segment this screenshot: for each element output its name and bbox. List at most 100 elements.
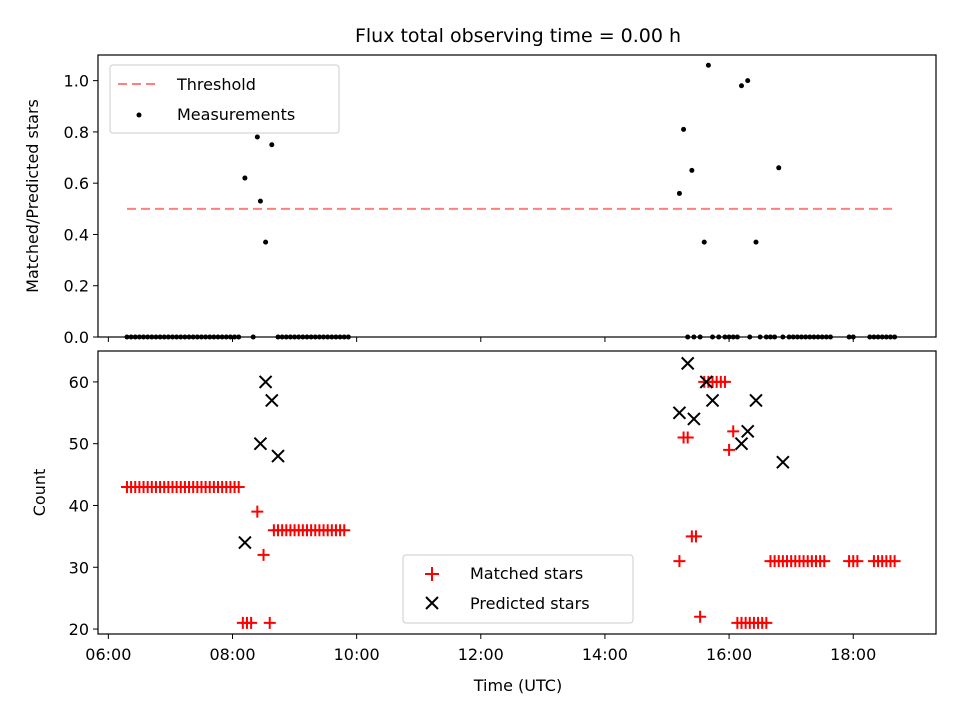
measurement-point xyxy=(165,334,171,340)
measurement-point xyxy=(198,334,204,340)
measurement-point xyxy=(745,78,751,84)
top-y-tick-label: 0.2 xyxy=(64,277,89,296)
predicted-star-point xyxy=(680,356,695,371)
measurement-point xyxy=(316,334,322,340)
measurement-point xyxy=(875,334,881,340)
bottom-legend: Matched stars Predicted stars xyxy=(402,554,634,624)
matched-star-point xyxy=(723,443,736,456)
measurement-point xyxy=(763,334,769,340)
measurement-point xyxy=(182,334,188,340)
measurement-point xyxy=(772,334,778,340)
predicted-star-point xyxy=(699,375,714,389)
bottom-x-tick-label: 12:00 xyxy=(458,645,504,664)
measurement-point xyxy=(730,334,736,340)
bottom-y-tick-label: 50 xyxy=(69,435,89,454)
matched-star-point xyxy=(673,555,686,568)
measurement-point xyxy=(341,334,347,340)
measurement-point xyxy=(141,334,147,340)
measurement-point xyxy=(145,334,151,340)
top-legend-box xyxy=(109,64,340,134)
measurement-point xyxy=(739,83,745,89)
bottom-y-ticks: 20 30 40 50 60 xyxy=(69,373,98,639)
bottom-y-tick-label: 30 xyxy=(69,558,89,577)
measurement-point xyxy=(846,334,852,340)
top-panel: 0.0 0.2 0.4 0.6 0.8 1.0 Matched/Predicted sta… xyxy=(23,54,937,347)
matched-star-point xyxy=(718,375,731,388)
predicted-star-point xyxy=(734,436,749,451)
measurement-point xyxy=(887,334,893,340)
measurement-point xyxy=(701,239,707,245)
matched-star-points xyxy=(120,375,901,629)
measurement-point xyxy=(203,334,209,340)
measurement-point xyxy=(128,334,134,340)
predicted-star-point xyxy=(776,455,790,469)
measurement-point xyxy=(811,334,817,340)
bottom-x-tick-label: 14:00 xyxy=(582,645,628,664)
bottom-x-tick-label: 08:00 xyxy=(209,645,255,664)
measurement-point xyxy=(883,334,889,340)
predicted-star-point xyxy=(741,424,755,439)
bottom-x-tick-label: 06:00 xyxy=(85,645,131,664)
measurement-point xyxy=(287,334,293,340)
legend-measurements-swatch xyxy=(136,112,142,118)
measurement-point xyxy=(871,334,877,340)
top-y-tick-label: 0.8 xyxy=(64,123,89,142)
matched-star-point xyxy=(851,555,864,568)
measurement-point xyxy=(794,334,800,340)
legend-measurements-label: Measurements xyxy=(177,105,295,124)
measurement-point xyxy=(705,62,711,68)
bottom-panel: 20 30 40 50 60 06:00 08:00 10:00 12:00 14:00 16:0… xyxy=(30,350,937,695)
top-y-axis-label: Matched/Predicted stars xyxy=(23,99,42,293)
measurement-point xyxy=(250,334,256,340)
matched-star-point xyxy=(257,548,270,561)
chart-title: Flux total observing time = 0.00 h xyxy=(355,25,681,47)
measurement-point xyxy=(304,334,310,340)
measurement-point xyxy=(211,334,217,340)
top-y-tick-label: 1.0 xyxy=(64,72,89,91)
bottom-x-ticks: 06:00 08:00 10:00 12:00 14:00 16:00 18:00 xyxy=(85,634,876,664)
predicted-star-point xyxy=(265,393,279,408)
predicted-star-point xyxy=(749,393,763,408)
measurement-point xyxy=(329,334,335,340)
measurement-point xyxy=(780,334,786,340)
matched-star-point xyxy=(760,616,773,629)
bottom-x-tick-label: 18:00 xyxy=(830,645,876,664)
measurement-point xyxy=(207,334,213,340)
measurement-point xyxy=(263,239,269,245)
matched-star-point xyxy=(681,431,694,444)
predicted-star-point xyxy=(238,535,252,550)
measurement-point xyxy=(867,334,873,340)
measurement-point xyxy=(815,334,821,340)
measurement-point xyxy=(819,334,825,340)
measurement-point xyxy=(697,334,703,340)
top-y-tick-label: 0.0 xyxy=(64,328,89,347)
measurement-point xyxy=(215,334,221,340)
measurement-point xyxy=(232,334,238,340)
measurement-point xyxy=(283,334,289,340)
measurement-point xyxy=(190,334,196,340)
measurement-point xyxy=(257,198,263,204)
measurement-point xyxy=(790,334,796,340)
matched-star-point xyxy=(694,610,707,623)
measurement-points xyxy=(124,62,898,340)
measurement-point xyxy=(776,165,782,171)
measurement-point xyxy=(153,334,159,340)
measurement-point xyxy=(174,334,180,340)
top-plot-frame xyxy=(97,54,937,338)
matched-star-point xyxy=(245,616,258,629)
predicted-star-point xyxy=(253,436,268,451)
measurement-point xyxy=(716,334,722,340)
measurement-point xyxy=(136,334,142,340)
matched-star-point xyxy=(818,555,831,568)
top-y-tick-label: 0.6 xyxy=(64,174,89,193)
matched-star-point xyxy=(251,505,264,518)
matched-star-point xyxy=(232,480,245,493)
measurement-point xyxy=(892,334,898,340)
measurement-point xyxy=(169,334,175,340)
measurement-point xyxy=(879,334,885,340)
measurement-point xyxy=(194,334,200,340)
bottom-y-tick-label: 20 xyxy=(69,620,89,639)
measurement-point xyxy=(161,334,167,340)
measurement-point xyxy=(227,334,233,340)
